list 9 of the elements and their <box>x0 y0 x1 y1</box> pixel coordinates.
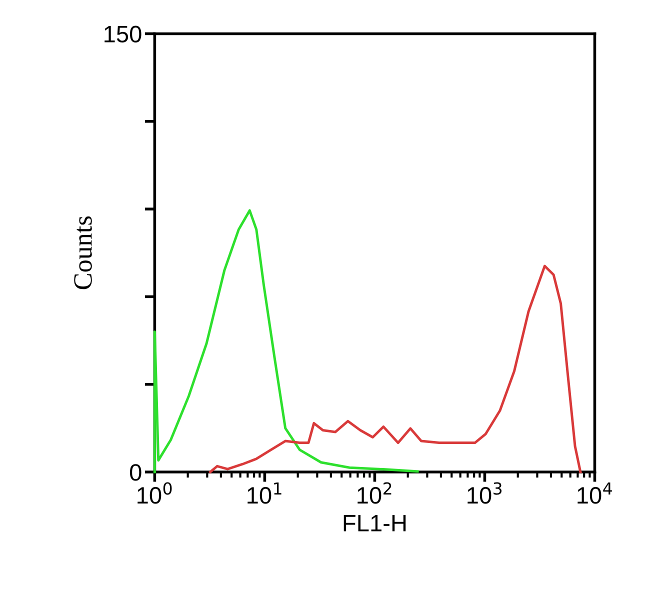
x-tick-label: 10$^{3}$ <box>468 482 502 504</box>
x-axis-title: FL1-H <box>344 515 406 532</box>
x-tick-label: 10$^{4}$ <box>578 482 612 504</box>
x-tick-label: 10$^{2}$ <box>358 482 392 504</box>
y-tick-label: 0 <box>130 464 142 481</box>
x-tick-label: 10$^{1}$ <box>248 482 282 504</box>
y-axis-title: Counts <box>74 216 92 290</box>
y-tick-label: 150 <box>104 26 142 43</box>
x-tick-label: 10$^{0}$ <box>138 482 172 504</box>
